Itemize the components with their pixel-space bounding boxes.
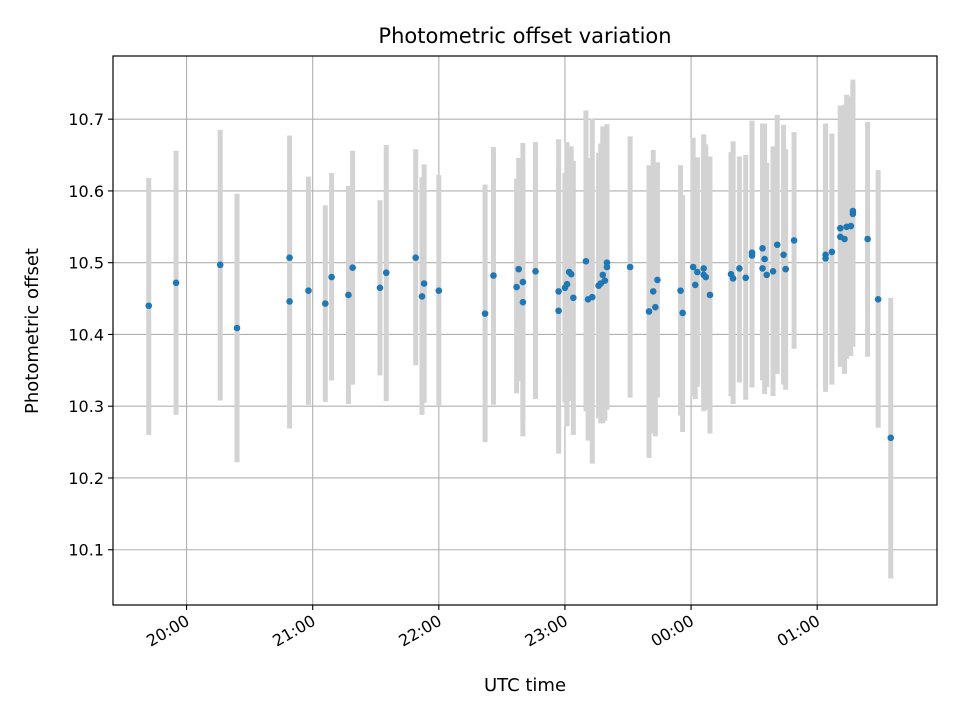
- data-point: [420, 280, 428, 287]
- data-point: [694, 268, 701, 276]
- x-axis-label: UTC time: [484, 675, 566, 696]
- data-point: [759, 265, 766, 272]
- data-point: [780, 251, 787, 259]
- data-point: [412, 254, 419, 261]
- data-point: [649, 288, 657, 295]
- data-point: [782, 265, 789, 273]
- y-tick-label: 10.2: [68, 469, 104, 488]
- data-point: [773, 241, 781, 249]
- data-point: [759, 245, 766, 252]
- data-point: [519, 278, 527, 286]
- data-point: [679, 309, 686, 317]
- data-point: [736, 265, 743, 272]
- data-point: [322, 300, 329, 307]
- data-point: [847, 222, 855, 230]
- y-tick-label: 10.5: [68, 254, 104, 273]
- data-point: [601, 277, 609, 284]
- data-point: [677, 287, 684, 294]
- data-point: [286, 254, 293, 261]
- data-point: [790, 237, 798, 244]
- data-point: [345, 291, 352, 299]
- data-point: [763, 271, 771, 279]
- data-point: [700, 265, 707, 272]
- data-point: [645, 308, 653, 315]
- data-point: [841, 235, 848, 243]
- y-tick-label: 10.3: [68, 397, 104, 416]
- data-point: [376, 284, 384, 292]
- data-point: [172, 279, 180, 287]
- data-point: [691, 281, 699, 289]
- plot-frame: [112, 55, 938, 606]
- data-point: [570, 294, 577, 302]
- data-point: [588, 293, 596, 301]
- data-point: [822, 255, 829, 262]
- data-point: [563, 280, 571, 288]
- data-point: [418, 293, 426, 300]
- y-axis-ticks: 10.1 10.2 10.3 10.4 10.5 10.6 10.7: [68, 110, 113, 560]
- y-tick-label: 10.7: [68, 110, 104, 129]
- data-point: [532, 267, 539, 275]
- data-point: [849, 210, 857, 218]
- data-point: [706, 291, 714, 299]
- data-point: [864, 235, 871, 243]
- data-point: [305, 287, 312, 294]
- data-point: [887, 434, 895, 442]
- y-tick-label: 10.4: [68, 325, 104, 344]
- y-tick-label: 10.6: [68, 182, 104, 201]
- data-point: [748, 249, 756, 256]
- data-point: [519, 298, 527, 306]
- data-point: [382, 269, 390, 277]
- data-point: [145, 302, 153, 310]
- data-point: [837, 224, 844, 232]
- data-point: [603, 263, 611, 271]
- data-point: [654, 276, 661, 284]
- data-point: [761, 255, 768, 263]
- data-point: [435, 287, 443, 294]
- data-point: [513, 283, 520, 291]
- data-point: [769, 267, 777, 275]
- data-point: [286, 298, 293, 305]
- data-point: [328, 273, 335, 281]
- data-point: [828, 248, 836, 256]
- y-axis-label: Photometric offset: [22, 248, 43, 414]
- data-point: [702, 273, 710, 281]
- data-point: [515, 265, 522, 273]
- y-tick-label: 10.1: [68, 541, 104, 560]
- data-point: [490, 272, 497, 279]
- data-point: [689, 263, 697, 271]
- data-point: [233, 324, 241, 332]
- data-point: [216, 261, 224, 269]
- data-point: [481, 310, 489, 317]
- data-point: [626, 263, 634, 271]
- data-point: [742, 274, 750, 282]
- data-point: [567, 270, 575, 278]
- data-point: [599, 271, 607, 279]
- chart-title: Photometric offset variation: [378, 24, 671, 48]
- data-point: [729, 275, 737, 282]
- data-point: [555, 307, 562, 315]
- data-point: [582, 257, 590, 265]
- data-point: [349, 264, 356, 272]
- data-point: [874, 295, 882, 303]
- data-point: [652, 303, 659, 311]
- data-point: [555, 288, 562, 295]
- data-points: [145, 207, 895, 442]
